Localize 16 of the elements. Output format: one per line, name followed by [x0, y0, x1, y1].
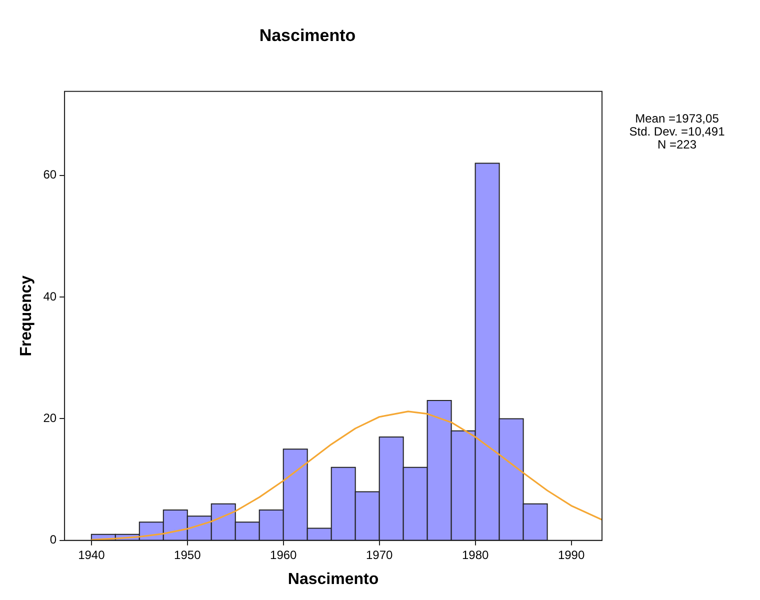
- text: N =223: [657, 138, 697, 152]
- y-axis-title: Frequency: [18, 275, 36, 356]
- x-tick-label: 1970: [366, 548, 394, 562]
- y-tick-label: 20: [43, 411, 57, 426]
- y-tick-label: 40: [43, 289, 57, 304]
- x-tick-label: 1990: [558, 548, 585, 562]
- x-axis-title: Nascimento: [288, 570, 379, 588]
- text: Mean =1973,05: [635, 112, 720, 126]
- y-tick-label: 0: [50, 532, 57, 547]
- x-tick-label: 1960: [270, 548, 298, 562]
- text: Std. Dev. =10,491: [629, 124, 726, 139]
- x-tick-label: 1950: [174, 548, 202, 562]
- chart-title: Nascimento: [259, 26, 356, 45]
- x-tick-label: 1940: [78, 548, 106, 562]
- y-tick-label: 60: [43, 168, 57, 182]
- x-tick-label: 1980: [462, 548, 489, 562]
